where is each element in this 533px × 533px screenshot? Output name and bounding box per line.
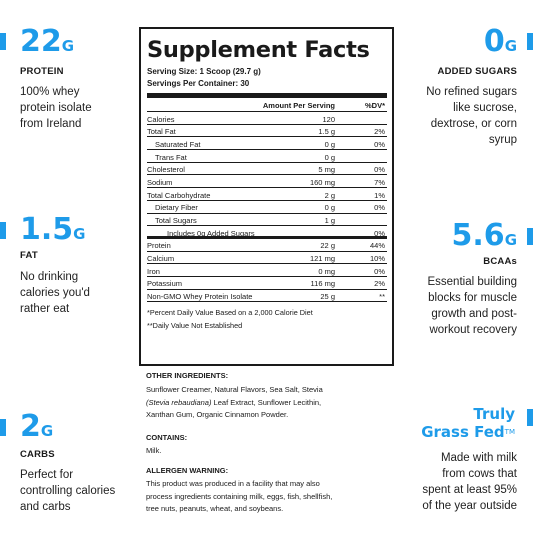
contains-text: Milk. [146, 446, 162, 455]
nutrient-row: Cholesterol 5 mg 0% [147, 163, 387, 176]
protein-label: PROTEIN [20, 66, 64, 77]
nutrient-amount: 1 g [324, 216, 335, 225]
protein-description: 100% whey protein isolate from Ireland [20, 86, 92, 130]
nutrient-amount: 1.5 g [318, 127, 335, 137]
grass-fed-title: Truly Grass FedTM [421, 405, 515, 441]
nutrient-row: Total Fat 1.5 g 2% [147, 125, 387, 138]
nutrient-row: Saturated Fat 0 g 0% [147, 137, 387, 151]
nutrient-name: Dietary Fiber [155, 203, 198, 213]
fat-accent-bar [0, 222, 6, 239]
nutrient-amount: 0 g [324, 152, 335, 162]
footnote-percent-dv: *Percent Daily Value Based on a 2,000 Ca… [147, 308, 313, 318]
serving-size: Serving Size: 1 Scoop (29.7 g) [147, 67, 261, 76]
fat-label: FAT [20, 250, 38, 261]
nutrient-amount: 2 g [324, 190, 335, 200]
added-sugars-amount: 0G [483, 24, 517, 59]
nutrient-row: Calories 120 [147, 112, 387, 125]
nutrient-daily-value: ** [379, 292, 385, 302]
nutrient-name: Calories [147, 114, 175, 124]
contains-heading: CONTAINS: [146, 433, 188, 442]
nutrient-name: Potassium [147, 279, 183, 289]
nutrient-row: Non-GMO Whey Protein Isolate 25 g ** [147, 290, 387, 303]
nutrient-name: Saturated Fat [155, 139, 201, 149]
nutrient-row: Trans Fat 0 g [147, 150, 387, 163]
bcaas-description: Essential building blocks for muscle growt… [427, 276, 517, 336]
nutrient-row: Iron 0 mg 0% [147, 264, 387, 277]
panel-title: Supplement Facts [147, 37, 370, 63]
amount-per-serving-header: Amount Per Serving [262, 101, 335, 110]
nutrient-amount: 121 mg [309, 254, 335, 264]
nutrient-amount: 5 mg [318, 165, 335, 175]
nutrient-daily-value: 0% [374, 203, 385, 213]
daily-value-header: %DV* [364, 101, 385, 110]
supplement-facts-panel: Supplement Facts Serving Size: 1 Scoop (… [139, 27, 394, 366]
bcaas-label: BCAAs [483, 256, 517, 267]
nutrient-daily-value: 0% [374, 228, 385, 238]
nutrient-row: Total Sugars 1 g [147, 214, 387, 227]
nutrient-amount: 0 g [324, 139, 335, 149]
added-sugars-description: No refined sugars like sucrose, dextrose, … [426, 86, 517, 146]
nutrient-amount: 22 g [320, 241, 335, 251]
nutrient-name: Calcium [147, 254, 175, 264]
nutrient-daily-value: 0% [374, 139, 385, 149]
nutrient-amount: 25 g [320, 292, 335, 302]
nutrient-name: Sodium [147, 177, 173, 187]
added-sugars-label: ADDED SUGARS [437, 66, 517, 77]
allergen-warning-text: This product was produced in a facility … [146, 479, 333, 513]
carbs-amount: 2G [20, 409, 54, 444]
nutrient-daily-value: 10% [369, 254, 385, 264]
nutrient-amount: 160 mg [309, 177, 335, 187]
nutrient-rows: Calories 120 Total Fat 1.5 g 2% Saturated Fat… [147, 112, 387, 303]
carbs-accent-bar [0, 419, 6, 436]
other-ingredients-heading: OTHER INGREDIENTS: [146, 371, 229, 380]
nutrient-daily-value: 0% [374, 266, 385, 276]
nutrient-daily-value: 1% [374, 190, 385, 200]
nutrient-daily-value: 0% [374, 165, 385, 175]
footnote-dv-not-established: **Daily Value Not Established [147, 321, 243, 331]
other-ingredients-text: Sunflower Creamer, Natural Flavors, Sea … [146, 385, 323, 419]
protein-amount: 22G [20, 24, 75, 59]
nutrient-name: Total Sugars [155, 216, 197, 225]
carbs-label: CARBS [20, 449, 55, 460]
nutrient-amount: 0 g [324, 203, 335, 213]
grass-fed-accent-bar [527, 409, 533, 426]
fat-description: No drinking calories you'd rather eat [20, 271, 90, 315]
nutrient-name: Cholesterol [147, 165, 185, 175]
nutrient-row: Includes 0g Added Sugars 0% [147, 226, 387, 239]
added-sugars-accent-bar [527, 33, 533, 50]
bcaas-accent-bar [527, 228, 533, 245]
nutrient-row: Sodium 160 mg 7% [147, 175, 387, 189]
nutrient-name: Includes 0g Added Sugars [167, 228, 255, 238]
servings-per-container: Servings Per Container: 30 [147, 79, 250, 88]
protein-accent-bar [0, 33, 6, 50]
nutrient-name: Non-GMO Whey Protein Isolate [147, 292, 253, 302]
panel-thick-divider [147, 93, 387, 98]
nutrient-daily-value: 2% [374, 127, 385, 137]
nutrient-amount: 116 mg [310, 279, 335, 289]
nutrient-daily-value: 2% [374, 279, 385, 289]
nutrient-daily-value: 44% [369, 241, 385, 251]
nutrient-amount: 0 mg [318, 266, 335, 276]
nutrient-daily-value: 7% [374, 177, 385, 187]
nutrient-name: Total Carbohydrate [147, 190, 211, 200]
nutrient-row: Potassium 116 mg 2% [147, 277, 387, 290]
grass-fed-description: Made with milk from cows that spent at lea… [422, 452, 517, 512]
carbs-description: Perfect for controlling calories and carbs [20, 469, 116, 513]
panel-column-header: Amount Per Serving %DV* [147, 98, 387, 112]
bcaas-amount: 5.6G [451, 218, 517, 253]
nutrient-row: Protein 22 g 44% [147, 239, 387, 252]
allergen-warning-heading: ALLERGEN WARNING: [146, 466, 229, 475]
nutrient-row: Total Carbohydrate 2 g 1% [147, 188, 387, 201]
nutrient-name: Protein [147, 241, 171, 251]
fat-amount: 1.5G [20, 212, 86, 247]
nutrient-amount: 120 [322, 114, 335, 124]
trademark-symbol: TM [504, 428, 515, 436]
nutrient-name: Trans Fat [155, 152, 187, 162]
nutrient-name: Total Fat [147, 127, 176, 137]
nutrient-row: Calcium 121 mg 10% [147, 252, 387, 265]
nutrient-row: Dietary Fiber 0 g 0% [147, 201, 387, 214]
nutrient-name: Iron [147, 266, 160, 276]
